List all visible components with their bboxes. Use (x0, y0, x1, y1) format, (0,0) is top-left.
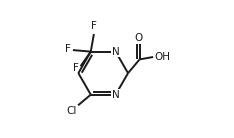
Text: Cl: Cl (67, 106, 77, 116)
Text: F: F (73, 63, 79, 73)
Text: O: O (134, 33, 143, 43)
Text: F: F (91, 21, 97, 30)
Text: N: N (112, 90, 120, 100)
Text: OH: OH (154, 52, 170, 62)
Text: F: F (65, 44, 71, 54)
Text: N: N (112, 47, 120, 57)
